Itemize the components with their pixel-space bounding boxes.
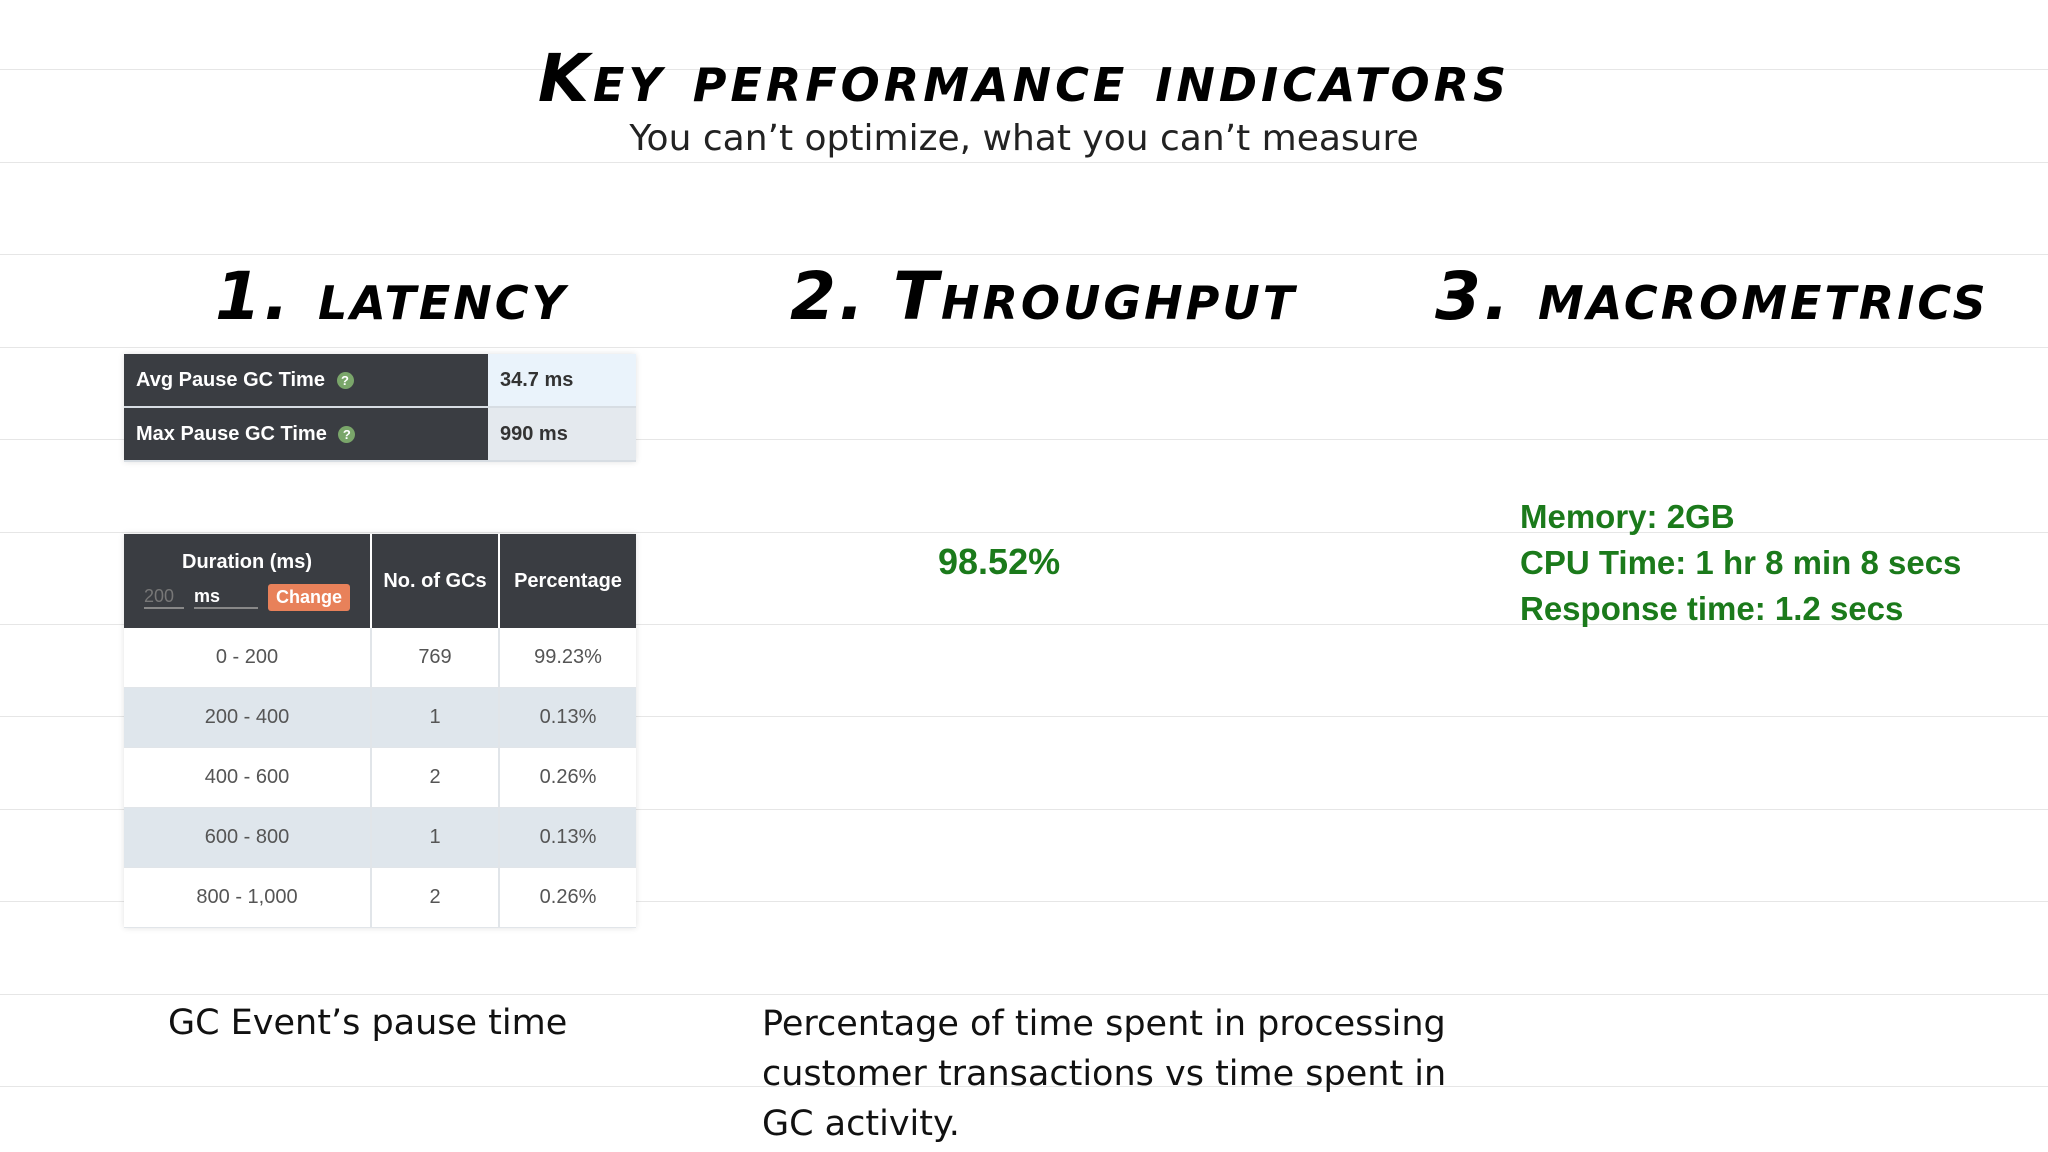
duration-header: Duration (ms) 200 ms Change [124,534,372,628]
duration-header-label: Duration (ms) [182,551,312,573]
table-header-row: Duration (ms) 200 ms Change No. of GCs P… [124,534,636,628]
table-row: 0 - 200 769 99.23% [124,628,636,688]
count-cell: 1 [371,687,500,748]
ruled-line [0,901,2048,902]
percentage-cell: 0.13% [499,807,636,868]
ruled-line [0,624,2048,625]
cpu-time-metric: CPU Time: 1 hr 8 min 8 secs [1520,544,1962,581]
bucket-controls: 200 ms Change [132,584,362,611]
ruled-line [0,254,2048,255]
table-row: Avg Pause GC Time ? 34.7 ms [124,354,636,408]
percentage-cell: 99.23% [499,628,636,688]
ruled-line [0,809,2048,810]
ruled-line [0,69,2048,70]
table-row: Max Pause GC Time ? 990 ms [124,407,636,462]
range-cell: 600 - 800 [124,807,372,868]
question-circle-icon[interactable]: ? [336,371,354,389]
page-subtitle: You can’t optimize, what you can’t measu… [629,118,1419,159]
macrometrics-heading: 3. macrometrics [1435,258,1989,335]
percentage-cell: 0.26% [499,747,636,808]
macrometrics-list: Memory: 2GB CPU Time: 1 hr 8 min 8 secs … [1520,494,1961,632]
ruled-line [0,994,2048,995]
throughput-caption-line: GC activity. [762,1104,960,1144]
count-cell: 2 [371,867,500,928]
max-pause-label: Max Pause GC Time [136,422,327,445]
ruled-line [0,1086,2048,1087]
ruled-line [0,162,2048,163]
change-button[interactable]: Change [267,584,350,611]
ruled-line [0,716,2048,717]
throughput-value: 98.52% [938,541,1061,582]
avg-pause-label: Avg Pause GC Time [136,368,325,391]
throughput-caption-line: customer transactions vs time spent in [762,1054,1447,1094]
bucket-size-input[interactable]: 200 [143,586,184,609]
throughput-heading: 2. Throughput [790,258,1298,335]
ruled-line [0,439,2048,440]
throughput-caption-line: Percentage of time spent in processing [762,1004,1446,1044]
table-row: 800 - 1,000 2 0.26% [124,867,636,928]
latency-heading: 1. latency [215,258,568,335]
table-row: 600 - 800 1 0.13% [124,807,636,868]
avg-pause-value: 34.7 ms [488,354,636,408]
range-cell: 800 - 1,000 [124,867,372,928]
count-cell: 1 [371,807,500,868]
latency-caption: GC Event’s pause time [168,1003,568,1043]
pause-label-cell: Max Pause GC Time ? [124,407,488,462]
range-cell: 0 - 200 [124,628,372,688]
response-time-metric: Response time: 1.2 secs [1520,590,1904,627]
ruled-line [0,532,2048,533]
memory-metric: Memory: 2GB [1520,498,1735,535]
percentage-cell: 0.26% [499,867,636,928]
max-pause-value: 990 ms [488,407,636,462]
question-circle-icon[interactable]: ? [338,425,356,443]
count-cell: 769 [371,628,500,688]
percentage-cell: 0.13% [499,687,636,748]
table-row: 400 - 600 2 0.26% [124,747,636,808]
count-cell: 2 [371,747,500,808]
page-title: Key performance indicators [537,40,1511,117]
pause-summary-table: Avg Pause GC Time ? 34.7 ms Max Pause GC… [124,354,636,462]
throughput-caption: Percentage of time spent in processing c… [762,999,1446,1149]
table-row: 200 - 400 1 0.13% [124,687,636,748]
range-cell: 200 - 400 [124,687,372,748]
count-header: No. of GCs [371,534,500,628]
percentage-header: Percentage [499,534,636,628]
ruled-line [0,347,2048,348]
unit-select[interactable]: ms [193,586,258,609]
range-cell: 400 - 600 [124,747,372,808]
pause-duration-table: Duration (ms) 200 ms Change No. of GCs P… [124,534,636,928]
pause-label-cell: Avg Pause GC Time ? [124,354,488,408]
